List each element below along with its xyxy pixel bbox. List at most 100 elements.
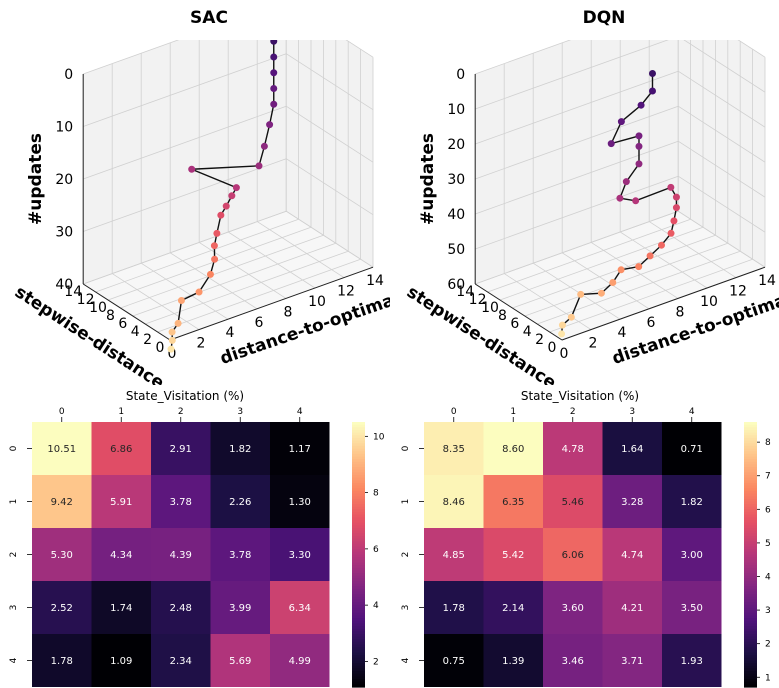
colorbar-segment (744, 620, 757, 624)
gridline (503, 273, 592, 330)
heatmap-cell (602, 634, 662, 687)
colorbar-segment (744, 594, 757, 598)
heatmap-y-tick: 2 (401, 552, 411, 558)
colorbar-segment (352, 559, 365, 564)
colorbar-segment (744, 623, 757, 627)
gridline (648, 221, 737, 278)
colorbar-tick-label: 7 (765, 472, 771, 482)
colorbar-segment (744, 501, 757, 505)
heatmap-cell-value: 3.78 (229, 550, 251, 561)
colorbar-segment (744, 472, 757, 476)
y-tick-label: 8 (498, 308, 507, 324)
colorbar-segment (352, 504, 365, 508)
back-pane (83, 40, 287, 284)
y-tick-label: 4 (523, 324, 532, 340)
dqn-heatmap-title: State_Visitation (%) (520, 389, 640, 403)
heatmap-cell (662, 422, 722, 475)
gridline (83, 210, 287, 285)
heatmap-cell-value: 6.34 (289, 603, 311, 614)
colorbar-segment (744, 469, 757, 473)
heatmap-cell (602, 422, 662, 475)
colorbar-segment (352, 628, 365, 632)
gridline (475, 40, 669, 110)
heatmap-cell-value: 3.78 (170, 497, 192, 508)
gridline (677, 210, 766, 268)
trajectory-point (577, 290, 585, 298)
gridline (285, 53, 374, 111)
colorbar-segment (744, 520, 757, 524)
colorbar-segment (352, 493, 365, 497)
heatmap-x-tick: 1 (118, 407, 124, 417)
gridline (475, 40, 572, 75)
colorbar-segment (744, 482, 757, 487)
heatmap-x-tick: 0 (451, 407, 457, 417)
heatmap-cell-value: 8.46 (443, 497, 465, 508)
colorbar-segment (744, 477, 757, 481)
heatmap-cell (270, 581, 330, 634)
colorbar-segment (744, 432, 757, 436)
colorbar-segment (744, 565, 757, 569)
colorbar-tick-label: 5 (765, 539, 771, 549)
trajectory-point (646, 252, 654, 260)
colorbar-segment (744, 636, 757, 640)
heatmap-cell (662, 634, 722, 687)
x-tick-label: 14 (366, 273, 384, 289)
colorbar-segment (352, 615, 365, 619)
colorbar-segment (352, 588, 365, 593)
heatmap-cell (91, 528, 151, 581)
colorbar-segment (352, 445, 365, 450)
heatmap-cell-value: 3.30 (289, 550, 311, 561)
z-axis-title: #updates (418, 133, 438, 225)
heatmap-cell (151, 528, 211, 581)
colorbar-segment (744, 602, 757, 606)
heatmap-cell (543, 422, 603, 475)
colorbar-segment (352, 535, 365, 540)
colorbar-segment (352, 565, 365, 569)
sac-heatmap-title: State_Visitation (%) (125, 389, 245, 403)
gridline (561, 252, 650, 310)
trajectory-point (210, 242, 218, 250)
colorbar-segment (744, 506, 757, 511)
colorbar-segment (744, 475, 757, 479)
colorbar-segment (744, 607, 757, 611)
colorbar-segment (744, 583, 757, 587)
heatmap-cell-value: 2.52 (51, 603, 73, 614)
heatmap-cell (662, 581, 722, 634)
y-tick-label: 14 (64, 284, 82, 300)
heatmap-cell-value: 4.99 (289, 656, 311, 667)
heatmap-cell-value: 1.64 (621, 444, 643, 455)
gridline (285, 158, 374, 216)
colorbar-segment (744, 498, 757, 503)
trajectory-point (635, 132, 643, 140)
heatmap-y-tick: 1 (9, 499, 19, 505)
heatmap-y-tick: 1 (401, 499, 411, 505)
heatmap-cell-value: 3.28 (621, 497, 643, 508)
colorbar-segment (744, 554, 757, 558)
colorbar-segment (352, 490, 365, 495)
colorbar-segment (352, 660, 365, 664)
colorbar-segment (744, 528, 757, 532)
trajectory-point (211, 255, 219, 263)
heatmap-cell (602, 528, 662, 581)
gridline (132, 242, 336, 317)
colorbar-segment (744, 451, 757, 455)
heatmap-cell (91, 475, 151, 528)
heatmap-cell (483, 634, 543, 687)
gridline (475, 140, 679, 215)
heatmap-cell-value: 3.60 (562, 603, 584, 614)
y-tick-label: 4 (131, 324, 140, 340)
colorbar-segment (352, 649, 365, 654)
colorbar-segment (352, 498, 365, 503)
colorbar-segment (352, 623, 365, 627)
heatmap-cell (424, 528, 484, 581)
y-tick-label: 6 (118, 316, 127, 332)
trajectory-point (635, 263, 643, 271)
gridline (677, 140, 766, 198)
trajectory-point (607, 140, 615, 148)
z-tick-label: 40 (447, 207, 465, 223)
trajectory-point (667, 183, 675, 191)
colorbar-segment (352, 525, 365, 529)
trajectory-point (260, 142, 268, 150)
x-tick-label: 10 (308, 294, 326, 310)
x-tick-label: 8 (676, 304, 685, 320)
